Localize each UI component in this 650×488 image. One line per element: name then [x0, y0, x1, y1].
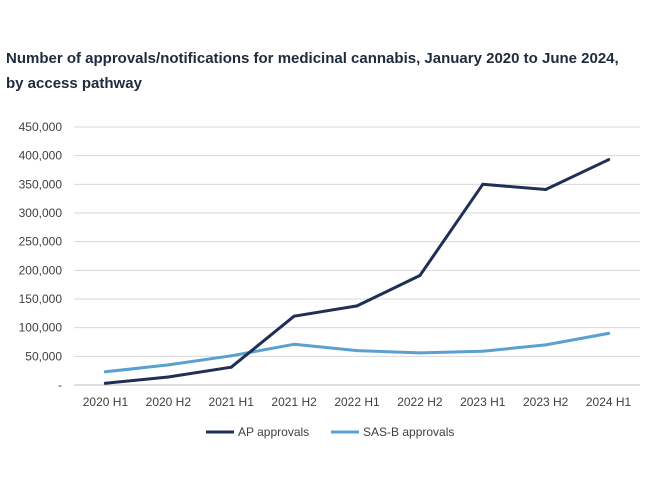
y-tick-label: 450,000: [19, 120, 63, 134]
y-tick-label: 300,000: [19, 206, 63, 220]
x-tick-label: 2021 H2: [271, 395, 317, 409]
series-line-sas-b-approvals: [103, 331, 611, 374]
data-point: [418, 351, 422, 355]
gridlines: [74, 126, 640, 386]
x-tick-label: 2023 H1: [460, 395, 506, 409]
x-tick-label: 2022 H1: [334, 395, 380, 409]
data-point: [103, 381, 107, 385]
y-axis-tick-labels: - 50,000 100,000 150,000 200,000 250,000 300,0…: [19, 120, 63, 392]
x-tick-label: 2021 H1: [209, 395, 255, 409]
y-tick-label: 400,000: [19, 149, 63, 163]
x-tick-label: 2022 H2: [397, 395, 443, 409]
y-tick-label: -: [58, 378, 62, 392]
data-point: [229, 365, 233, 369]
legend-label: AP approvals: [238, 425, 309, 439]
data-point: [166, 375, 170, 379]
x-tick-label: 2024 H1: [586, 395, 632, 409]
y-tick-label: 150,000: [19, 292, 63, 306]
data-point: [229, 354, 233, 358]
x-tick-label: 2023 H2: [523, 395, 569, 409]
data-point: [607, 158, 611, 162]
series-lines: [103, 158, 611, 385]
data-point: [418, 273, 422, 277]
chart-title: Number of approvals/notifications for me…: [6, 46, 636, 96]
y-tick-label: 100,000: [19, 321, 63, 335]
x-axis-tick-labels: 2020 H1 2020 H2 2021 H1 2021 H2 2022 H1 2022 …: [83, 395, 632, 409]
legend: AP approvals SAS-B approvals: [206, 425, 454, 439]
x-tick-label: 2020 H2: [146, 395, 192, 409]
y-tick-label: 50,000: [25, 349, 62, 363]
data-point: [544, 187, 548, 191]
legend-label: SAS-B approvals: [363, 425, 454, 439]
data-point: [544, 343, 548, 347]
y-tick-label: 250,000: [19, 235, 63, 249]
data-point: [166, 363, 170, 367]
data-point: [355, 349, 359, 353]
data-point: [481, 182, 485, 186]
data-point: [607, 331, 611, 335]
data-point: [103, 370, 107, 374]
data-point: [355, 304, 359, 308]
y-tick-label: 200,000: [19, 263, 63, 277]
chart-title-line-2: by access pathway: [6, 75, 142, 92]
data-point: [292, 342, 296, 346]
data-point: [292, 314, 296, 318]
chart-title-line-1: Number of approvals/notifications for me…: [6, 50, 619, 67]
x-tick-label: 2020 H1: [83, 395, 129, 409]
data-point: [481, 349, 485, 353]
y-tick-label: 350,000: [19, 177, 63, 191]
